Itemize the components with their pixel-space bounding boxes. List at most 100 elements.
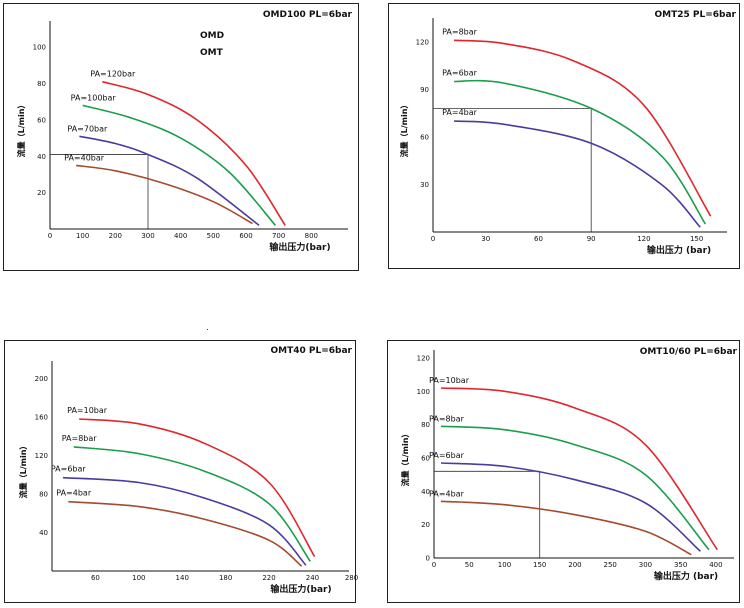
- series-line: [454, 39, 712, 217]
- x-tick-label: 200: [109, 232, 122, 240]
- chart-title: OMT10/60 PL=6bar: [640, 347, 738, 357]
- x-tick-label: 150: [533, 561, 546, 569]
- series-line: [440, 500, 692, 556]
- x-axis-label: 输出压力(bar): [270, 583, 331, 595]
- y-tick-label: 40: [37, 153, 46, 161]
- series-line: [440, 387, 718, 551]
- x-axis-label: 输出压力 (bar): [654, 570, 718, 582]
- x-tick-label: 280: [345, 574, 358, 582]
- y-tick-label: 100: [33, 44, 46, 52]
- y-axis-label: 流量（L/min）: [399, 101, 409, 158]
- y-tick-label: 120: [417, 355, 430, 363]
- series-line: [454, 120, 701, 228]
- stray-dot: [207, 329, 208, 330]
- y-tick-label: 80: [421, 421, 430, 429]
- y-tick-label: 200: [35, 375, 48, 383]
- y-tick-label: 100: [417, 388, 430, 396]
- series-line: [62, 476, 307, 566]
- series-label: PA=40bar: [64, 153, 105, 162]
- x-tick-label: 0: [432, 561, 436, 569]
- series-label: PA=4bar: [442, 108, 478, 117]
- chart-omt40: OMT40 PL=6bar 60 100 140 180 220 240 280 40 80 120…: [18, 346, 358, 595]
- series-line: [454, 79, 707, 225]
- series-line: [440, 462, 701, 552]
- series-line: [79, 418, 316, 558]
- x-tick-label: 300: [639, 561, 652, 569]
- chart-title: OMD100 PL=6bar: [263, 10, 353, 20]
- x-tick-label: 220: [262, 574, 275, 582]
- x-tick-label: 90: [587, 235, 596, 243]
- chart-annotation: OMT: [200, 48, 224, 58]
- y-axis-label: 流量（L/min）: [18, 442, 28, 499]
- y-tick-label: 30: [420, 181, 429, 189]
- series-line: [73, 446, 311, 562]
- y-tick-label: 80: [37, 80, 46, 88]
- series-label: PA=70bar: [67, 124, 108, 133]
- y-tick-label: 0: [426, 555, 430, 563]
- reference-line: [433, 108, 592, 232]
- y-axis-label: 流量（L/min）: [400, 430, 410, 487]
- x-tick-label: 100: [76, 232, 89, 240]
- x-tick-label: 0: [431, 235, 435, 243]
- y-tick-label: 80: [39, 491, 48, 499]
- x-tick-label: 250: [604, 561, 617, 569]
- series-label: PA=120bar: [90, 70, 136, 79]
- y-axis-label: 流量（L/min）: [16, 101, 26, 158]
- series-label: PA=10bar: [429, 376, 470, 385]
- x-tick-label: 400: [174, 232, 187, 240]
- series-line: [75, 164, 253, 225]
- y-tick-label: 20: [37, 189, 46, 197]
- x-tick-label: 200: [568, 561, 581, 569]
- y-tick-label: 120: [416, 38, 429, 46]
- series-label: PA=10bar: [67, 406, 108, 415]
- x-tick-label: 350: [674, 561, 687, 569]
- x-tick-label: 60: [91, 574, 100, 582]
- x-tick-label: 180: [219, 574, 232, 582]
- series-line: [102, 80, 286, 226]
- y-tick-label: 40: [421, 488, 430, 496]
- y-tick-label: 40: [39, 529, 48, 537]
- reference-line: [50, 154, 149, 229]
- x-tick-label: 100: [498, 561, 511, 569]
- chart-panel-omt25: OMT25 PL=6bar 0 30 60 90 120 150 30 60 90 120 输出压力 …: [388, 3, 740, 269]
- chart-title: OMT40 PL=6bar: [271, 346, 353, 356]
- chart-panel-omt40: OMT40 PL=6bar 60 100 140 180 220 240 280 40 80 120…: [4, 340, 358, 603]
- y-tick-label: 160: [35, 414, 48, 422]
- series-label: PA=6bar: [442, 68, 478, 77]
- series-line: [440, 425, 710, 551]
- reference-line: [434, 470, 541, 558]
- x-tick-label: 800: [305, 232, 318, 240]
- series-label: PA=8bar: [442, 27, 478, 36]
- x-tick-label: 120: [637, 235, 650, 243]
- series-label: PA=4bar: [56, 489, 92, 498]
- x-tick-label: 240: [306, 574, 319, 582]
- y-tick-label: 60: [421, 455, 430, 463]
- x-tick-label: 700: [272, 232, 285, 240]
- x-axis-label: 输出压力(bar): [269, 241, 330, 253]
- x-tick-label: 150: [690, 235, 703, 243]
- chart-title: OMT25 PL=6bar: [655, 10, 737, 20]
- x-tick-label: 140: [176, 574, 189, 582]
- y-tick-label: 20: [421, 521, 430, 529]
- series-line: [82, 104, 277, 226]
- series-label: PA=8bar: [62, 434, 98, 443]
- y-tick-label: 60: [420, 133, 429, 141]
- x-tick-label: 600: [239, 232, 252, 240]
- series-label: PA=6bar: [429, 451, 465, 460]
- x-tick-label: 100: [132, 574, 145, 582]
- x-axis-label: 输出压力 (bar): [647, 244, 711, 256]
- series-label: PA=6bar: [51, 465, 87, 474]
- y-tick-label: 60: [37, 116, 46, 124]
- chart-omd100: OMD100 PL=6bar OMD OMT 0 100 200 300 400 500 600 7…: [16, 10, 353, 253]
- series-line: [68, 500, 303, 567]
- series-label: PA=8bar: [429, 414, 465, 423]
- chart-annotation: OMD: [200, 31, 224, 41]
- series-label: PA=100bar: [71, 93, 117, 102]
- x-tick-label: 60: [534, 235, 543, 243]
- x-tick-label: 500: [207, 232, 220, 240]
- x-tick-label: 400: [709, 561, 722, 569]
- y-tick-label: 120: [35, 452, 48, 460]
- x-tick-label: 300: [141, 232, 154, 240]
